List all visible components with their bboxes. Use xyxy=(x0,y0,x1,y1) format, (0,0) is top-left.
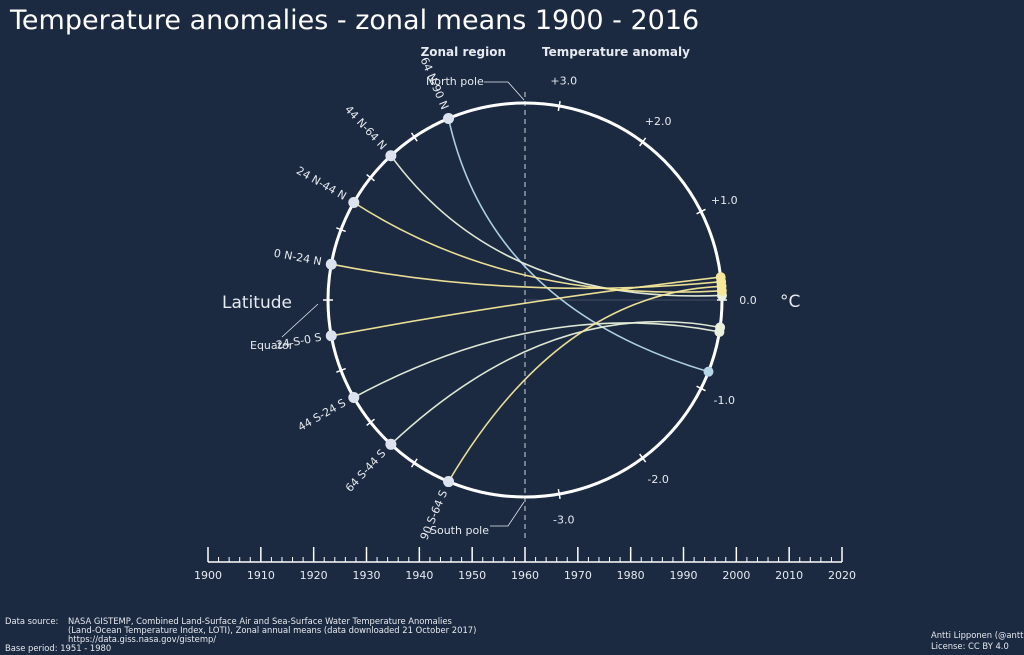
zone-line xyxy=(353,322,720,399)
unit-label: °C xyxy=(780,292,800,312)
anomaly-tick-label: -3.0 xyxy=(553,514,574,527)
latitude-tick xyxy=(410,458,418,468)
zone-line xyxy=(447,285,722,483)
year-tick-label: 1990 xyxy=(670,569,698,582)
anomaly-tick-label: +3.0 xyxy=(550,74,577,87)
south-pole-label: South pole xyxy=(430,524,489,537)
anomaly-labels: +3.0 +2.0 +1.0 0.0 -1.0 -2.0 -3.0 xyxy=(550,74,756,526)
zone-line xyxy=(331,276,721,337)
south-pole-leader-line xyxy=(490,501,525,527)
license-label: License: CC BY 4.0 xyxy=(931,641,1009,651)
north-pole-leader-line xyxy=(484,81,525,101)
year-tick-label: 1910 xyxy=(247,569,275,582)
anomaly-tick xyxy=(696,208,706,215)
author-label: Antti Lipponen (@anttilip) xyxy=(931,630,1024,640)
anomaly-tick-label: +1.0 xyxy=(711,194,738,207)
year-tick-label: 1960 xyxy=(511,569,539,582)
zone-start-dot xyxy=(348,391,360,403)
data-source-label: Data source: xyxy=(5,616,58,626)
north-pole-label: North pole xyxy=(426,75,484,88)
year-axis: 1900 1910 1920 1930 1940 1950 1960 1970 1980 1990… xyxy=(194,547,856,582)
zone-start-dot xyxy=(385,438,397,450)
equator-leader-line xyxy=(281,303,319,338)
latitude-tick xyxy=(410,132,418,142)
year-tick-label: 1950 xyxy=(458,569,486,582)
year-tick-label: 1930 xyxy=(353,569,381,582)
zone-end-dot xyxy=(716,281,727,292)
latitude-tick xyxy=(336,367,346,373)
year-tick-label: 1970 xyxy=(564,569,592,582)
zone-end-dot xyxy=(703,366,714,377)
temperature-anomaly-header: Temperature anomaly xyxy=(542,45,690,59)
zone-label: 64 S-44 S xyxy=(343,447,389,495)
anomaly-tick-label: 0.0 xyxy=(739,294,757,307)
zone-label: 0 N-24 N xyxy=(273,247,323,269)
zone-label: 44 S-24 S xyxy=(296,396,348,434)
zone-end-dot xyxy=(715,322,726,333)
equator-label: Equator xyxy=(250,339,294,352)
zonal-region-header: Zonal region xyxy=(421,45,506,59)
zone-end-dot xyxy=(715,272,726,283)
year-tick-label: 2000 xyxy=(722,569,750,582)
latitude-label: Latitude xyxy=(222,293,292,313)
anomaly-tick-label: -2.0 xyxy=(647,473,668,486)
zone-lines xyxy=(331,118,722,483)
anomaly-tick-label: -1.0 xyxy=(714,394,735,407)
zone-label: 44 N-64 N xyxy=(342,103,389,152)
data-source-line-2: (Land-Ocean Temperature Index, LOTI), Zo… xyxy=(68,625,476,635)
zone-label: 24 N-44 N xyxy=(294,164,349,203)
latitude-tick xyxy=(366,174,375,182)
zone-line xyxy=(390,320,721,445)
data-source-line-1: NASA GISTEMP, Combined Land-Surface Air … xyxy=(68,616,452,626)
zone-start-dot xyxy=(443,112,455,124)
year-tick-label: 2010 xyxy=(775,569,803,582)
latitude-tick xyxy=(366,418,375,426)
anomaly-tick xyxy=(639,137,647,147)
anomaly-tick xyxy=(557,488,561,500)
year-tick-label: 1920 xyxy=(300,569,328,582)
zone-line xyxy=(447,118,709,373)
zone-start-dot xyxy=(385,150,397,162)
zone-start-dot xyxy=(325,258,337,270)
zone-line xyxy=(390,155,722,297)
year-tick-label: 2020 xyxy=(828,569,856,582)
zone-start-dot xyxy=(443,476,455,488)
anomaly-tick xyxy=(557,100,561,112)
data-source-line-3: https://data.giss.nasa.gov/gistemp/ xyxy=(68,634,216,644)
anomaly-tick xyxy=(639,453,647,463)
zone-start-dot xyxy=(325,330,337,342)
anomaly-tick xyxy=(696,385,706,392)
anomaly-tick-label: +2.0 xyxy=(645,115,672,128)
latitude-tick xyxy=(336,227,346,233)
zone-start-dot xyxy=(348,197,360,209)
year-tick-label: 1940 xyxy=(405,569,433,582)
circle-ticks xyxy=(323,100,727,500)
chart-title: Temperature anomalies - zonal means 1900… xyxy=(9,5,699,36)
zone-dots xyxy=(325,112,727,488)
zone-line xyxy=(331,263,722,290)
year-tick-label: 1980 xyxy=(617,569,645,582)
zone-line xyxy=(353,201,722,293)
year-tick-label: 1900 xyxy=(194,569,222,582)
base-period-label: Base period: 1951 - 1980 xyxy=(5,643,111,653)
